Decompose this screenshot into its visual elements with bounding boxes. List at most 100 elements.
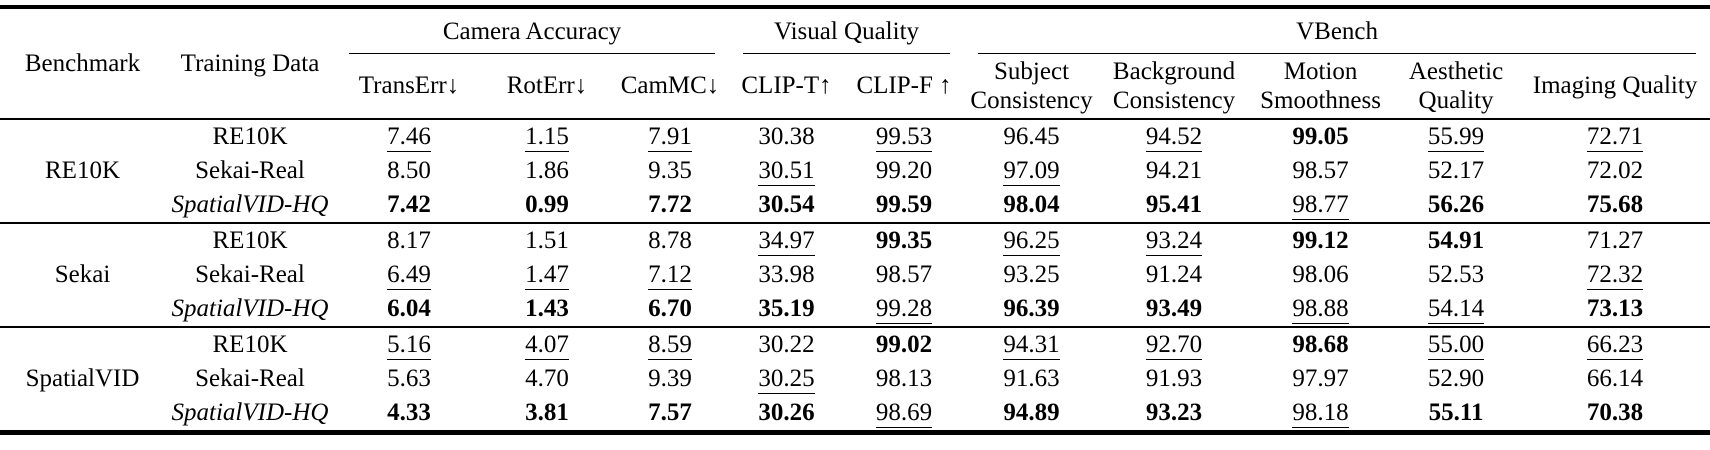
metric-value: 99.20 bbox=[875, 157, 933, 185]
table-row: SpatialVID-HQ 7.42 0.99 7.72 30.54 99.59 98.04… bbox=[0, 188, 1710, 223]
training-data-label: Sekai-Real bbox=[195, 157, 305, 185]
cell-value: 55.00 bbox=[1392, 326, 1521, 362]
metric-value: 93.25 bbox=[1003, 261, 1060, 289]
metric-value: 96.25 bbox=[1003, 227, 1060, 257]
table-row: SpatialVID RE10K 5.16 4.07 8.59 30.22 99.02 94.… bbox=[0, 326, 1710, 433]
cell-value: 4.07 bbox=[483, 326, 611, 362]
cell-value: 1.47 bbox=[483, 258, 611, 292]
table-row: Sekai-Real 5.63 4.70 9.39 30.25 98.13 91.63 91.… bbox=[0, 362, 1710, 396]
metric-value: 94.89 bbox=[1003, 399, 1060, 427]
table-body: RE10K RE10K 7.46 1.15 7.91 30.38 99.53 96.45 94.… bbox=[0, 119, 1710, 433]
col-header-cammc: CamMC↓ bbox=[620, 72, 720, 100]
metric-value: 9.35 bbox=[648, 157, 692, 185]
metric-value: 98.68 bbox=[1292, 331, 1349, 359]
col-header-clip-t: CLIP-T↑ bbox=[741, 72, 832, 100]
cell-value: 30.22 bbox=[729, 326, 845, 362]
metric-value: 30.26 bbox=[758, 399, 815, 427]
metric-value: 70.38 bbox=[1586, 399, 1644, 427]
training-data-label: Sekai-Real bbox=[195, 365, 305, 393]
col-header-motion-smoothness: Motion Smoothness bbox=[1260, 57, 1381, 115]
training-data-label: RE10K bbox=[212, 123, 288, 151]
training-data-label: SpatialVID-HQ bbox=[171, 295, 329, 323]
sub-header-row: TransErr↓ RotErr↓ CamMC↓ CLIP-T↑ CLIP-F … bbox=[0, 54, 1710, 119]
cell-value: 1.15 bbox=[483, 119, 611, 154]
cell-value: 1.51 bbox=[483, 222, 611, 258]
col-header-background-consistency: Background Consistency bbox=[1112, 57, 1236, 115]
metric-value: 6.49 bbox=[387, 261, 431, 291]
metric-value: 98.18 bbox=[1292, 399, 1349, 429]
cell-value: 96.39 bbox=[964, 292, 1099, 327]
cell-value: 9.35 bbox=[611, 154, 729, 188]
metric-value: 35.19 bbox=[758, 295, 815, 323]
metric-value: 98.77 bbox=[1292, 191, 1349, 221]
cell-value: 96.45 bbox=[964, 119, 1099, 154]
cell-value: 98.06 bbox=[1249, 258, 1392, 292]
metric-value: 54.91 bbox=[1427, 227, 1485, 255]
metric-value: 8.50 bbox=[387, 157, 431, 185]
cell-value: 99.59 bbox=[844, 188, 964, 223]
cell-value: 55.99 bbox=[1392, 119, 1520, 154]
group-label: VBench bbox=[1296, 17, 1379, 45]
cell-value: 7.57 bbox=[611, 396, 729, 433]
cell-value: 66.23 bbox=[1520, 326, 1710, 362]
cell-value: 98.69 bbox=[844, 396, 964, 433]
cell-value: 7.12 bbox=[611, 258, 729, 292]
cell-value: 93.24 bbox=[1099, 222, 1250, 258]
cell-value: 99.53 bbox=[844, 119, 964, 154]
cell-value: 99.20 bbox=[844, 154, 964, 188]
metric-value: 3.81 bbox=[525, 399, 569, 427]
metric-value: 5.63 bbox=[387, 365, 431, 393]
metric-value: 98.69 bbox=[875, 399, 933, 429]
cell-value: 55.11 bbox=[1392, 396, 1520, 433]
metric-value: 1.47 bbox=[525, 261, 569, 291]
metric-value: 1.15 bbox=[525, 123, 569, 153]
cell-value: 7.91 bbox=[611, 119, 729, 154]
group-header-camera-accuracy: Camera Accuracy bbox=[335, 7, 729, 54]
col-header-aesthetic-quality: Aesthetic Quality bbox=[1408, 57, 1504, 115]
metric-value: 5.16 bbox=[387, 331, 431, 361]
metric-value: 52.90 bbox=[1427, 365, 1485, 393]
metric-value: 98.57 bbox=[1292, 157, 1349, 185]
metric-value: 4.33 bbox=[387, 399, 431, 427]
metric-value: 98.04 bbox=[1003, 191, 1060, 219]
metric-value: 55.11 bbox=[1428, 399, 1484, 427]
metric-value: 7.12 bbox=[648, 261, 692, 291]
cell-value: 52.17 bbox=[1392, 154, 1520, 188]
metric-value: 4.70 bbox=[525, 365, 569, 393]
metric-value: 56.26 bbox=[1427, 191, 1485, 219]
table-row: Sekai-Real 6.49 1.47 7.12 33.98 98.57 93.25 91.… bbox=[0, 258, 1710, 292]
cell-value: 52.53 bbox=[1392, 258, 1520, 292]
metric-value: 99.35 bbox=[875, 227, 933, 255]
cell-value: 0.99 bbox=[483, 188, 611, 223]
col-header-transerr: TransErr↓ bbox=[358, 72, 460, 100]
metric-value: 6.04 bbox=[387, 295, 431, 323]
cell-value: 35.19 bbox=[729, 292, 844, 327]
metric-value: 72.32 bbox=[1586, 261, 1644, 291]
cell-value: 8.59 bbox=[611, 326, 730, 362]
metric-value: 72.71 bbox=[1586, 123, 1644, 153]
metric-value: 99.53 bbox=[875, 123, 933, 153]
cell-value: 4.70 bbox=[483, 362, 611, 396]
col-header-training-data: Training Data bbox=[180, 49, 320, 77]
metric-value: 94.52 bbox=[1145, 123, 1203, 153]
cell-value: 56.26 bbox=[1392, 188, 1520, 223]
metric-value: 99.05 bbox=[1292, 123, 1349, 151]
cell-value: 34.97 bbox=[729, 222, 845, 258]
cell-value: 33.98 bbox=[729, 258, 844, 292]
metric-value: 66.23 bbox=[1586, 331, 1644, 361]
metric-value: 93.49 bbox=[1145, 295, 1203, 323]
cell-value: 7.46 bbox=[335, 119, 483, 154]
table-header: Benchmark Training Data Camera Accuracy … bbox=[0, 7, 1710, 119]
table-row: SpatialVID-HQ 6.04 1.43 6.70 35.19 99.28 96.39… bbox=[0, 292, 1710, 327]
cell-value: 95.41 bbox=[1099, 188, 1249, 223]
metric-value: 96.39 bbox=[1003, 295, 1060, 323]
cell-value: 72.71 bbox=[1520, 119, 1710, 154]
metric-value: 30.38 bbox=[758, 123, 815, 151]
cell-value: 4.33 bbox=[335, 396, 483, 433]
metric-value: 55.00 bbox=[1427, 331, 1485, 361]
cell-value: 91.93 bbox=[1099, 362, 1249, 396]
cell-value: 30.54 bbox=[729, 188, 844, 223]
metric-value: 72.02 bbox=[1586, 157, 1644, 185]
table-row: Sekai RE10K 8.17 1.51 8.78 34.97 99.35 96.25 93.… bbox=[0, 222, 1710, 327]
metric-value: 75.68 bbox=[1586, 191, 1644, 219]
